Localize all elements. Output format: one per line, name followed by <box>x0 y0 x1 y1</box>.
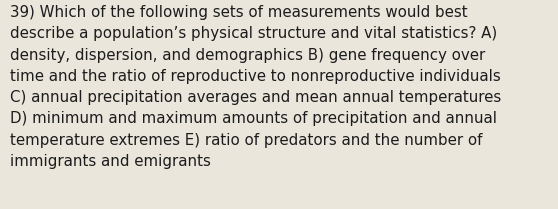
Text: 39) Which of the following sets of measurements would best
describe a population: 39) Which of the following sets of measu… <box>10 5 501 169</box>
